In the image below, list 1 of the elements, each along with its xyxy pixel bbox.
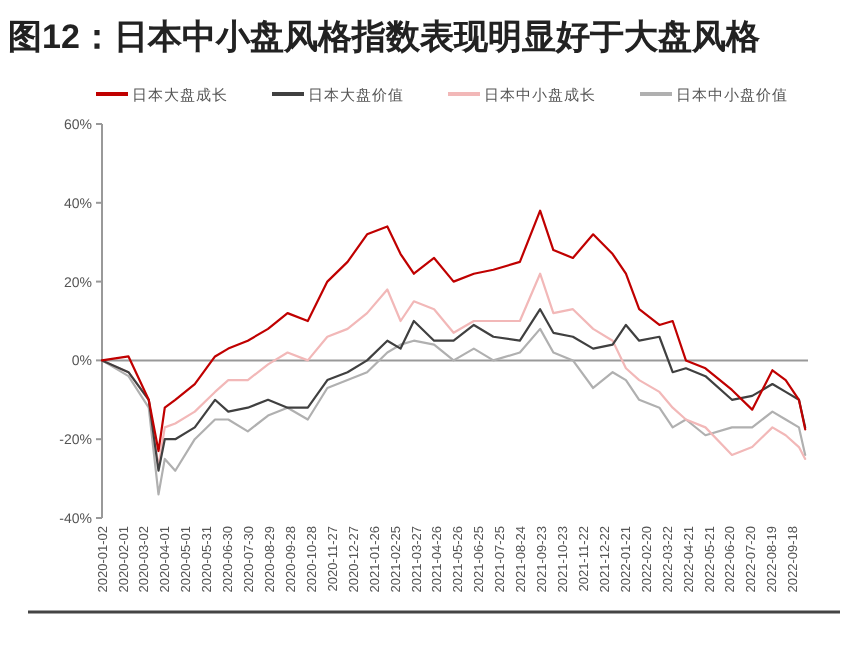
chart-title: 图12：日本中小盘风格指数表现明显好于大盘风格 — [8, 18, 762, 56]
